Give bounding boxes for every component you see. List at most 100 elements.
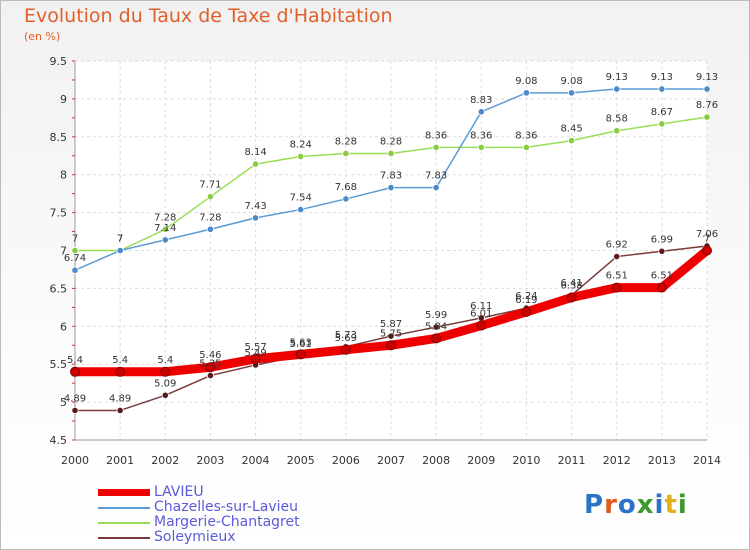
data-point — [206, 225, 215, 233]
data-label: 7 — [704, 234, 710, 245]
data-label: 8.76 — [696, 100, 718, 111]
data-point — [160, 366, 171, 377]
data-label: 9.08 — [560, 76, 582, 87]
y-tick-label: 9.5 — [50, 55, 68, 68]
data-label: 5.99 — [425, 310, 447, 321]
data-point — [703, 113, 711, 121]
data-label: 5.75 — [380, 328, 402, 339]
data-label: 5.87 — [380, 319, 402, 330]
logo-letter: P — [584, 490, 605, 520]
data-point — [477, 143, 485, 152]
data-label: 7.83 — [425, 171, 447, 182]
data-point — [161, 225, 169, 233]
data-point — [521, 306, 532, 317]
data-point — [71, 246, 79, 255]
data-label: 7 — [117, 234, 123, 245]
data-label: 6.11 — [470, 301, 492, 312]
data-label: 6.51 — [606, 271, 628, 282]
data-label: 7.68 — [335, 182, 357, 193]
data-label: 5.4 — [157, 355, 173, 366]
x-tick-label: 2012 — [603, 454, 631, 467]
data-label: 7.06 — [696, 229, 718, 240]
data-label: 5.49 — [244, 348, 266, 359]
legend-swatch-chazelles — [98, 507, 150, 509]
data-point — [387, 332, 395, 340]
data-point — [116, 246, 124, 255]
data-point — [251, 214, 260, 222]
data-label: 8.36 — [470, 130, 492, 141]
data-label: 6.99 — [651, 234, 673, 245]
data-point — [567, 136, 576, 145]
x-tick-label: 2001 — [106, 454, 134, 467]
data-label: 5.69 — [335, 333, 357, 344]
data-label: 8.58 — [606, 114, 628, 125]
data-point — [522, 89, 531, 97]
data-label: 6.01 — [470, 309, 492, 320]
data-point — [613, 252, 621, 261]
data-point — [611, 282, 622, 293]
y-tick-label: 7 — [60, 245, 67, 258]
data-label: 6.19 — [515, 295, 537, 306]
data-point — [71, 406, 79, 415]
x-tick-label: 2011 — [558, 454, 586, 467]
data-label: 9.08 — [515, 76, 537, 87]
y-tick-label: 5 — [60, 396, 67, 409]
legend-label-chazelles: Chazelles-sur-Lavieu — [154, 499, 299, 515]
x-tick-label: 2004 — [242, 454, 270, 467]
x-tick-label: 2002 — [151, 454, 179, 467]
data-label: 7.71 — [199, 180, 221, 191]
x-tick-label: 2007 — [377, 454, 405, 467]
data-point — [431, 333, 442, 344]
data-point — [387, 183, 395, 192]
data-point — [297, 205, 305, 214]
logo-letter: t — [664, 490, 678, 520]
data-point — [342, 195, 350, 203]
data-point — [116, 406, 124, 415]
data-point — [703, 85, 711, 93]
data-point — [477, 108, 485, 116]
data-label: 6.38 — [560, 280, 582, 291]
data-label: 6.51 — [651, 271, 673, 282]
logo-letter: r — [604, 490, 618, 520]
data-label: 6.74 — [64, 253, 86, 264]
y-tick-label: 5.5 — [50, 358, 68, 371]
data-label: 5.61 — [290, 339, 312, 350]
data-label: 8.28 — [380, 136, 402, 147]
data-point — [161, 391, 169, 399]
legend-swatch-margerie — [98, 522, 150, 524]
data-point — [658, 120, 666, 128]
data-label: 9.13 — [696, 72, 718, 83]
data-point — [432, 323, 440, 331]
data-point — [340, 344, 351, 355]
data-label: 6.92 — [606, 240, 628, 251]
x-tick-label: 2006 — [332, 454, 360, 467]
data-label: 9.13 — [651, 72, 673, 83]
data-point — [250, 353, 261, 364]
logo-letter: o — [617, 490, 637, 520]
data-point — [387, 149, 395, 158]
legend-label-soleymieux: Soleymieux — [154, 529, 236, 545]
data-label: 7.14 — [154, 223, 176, 234]
data-label: 5.57 — [244, 342, 266, 353]
y-tick-label: 8 — [60, 169, 67, 182]
y-tick-label: 8.5 — [50, 131, 68, 144]
legend-label-lavieu: LAVIEU — [154, 484, 204, 500]
data-label: 7.54 — [290, 193, 312, 204]
data-label: 8.67 — [651, 107, 673, 118]
data-point — [613, 85, 621, 93]
data-point — [295, 349, 306, 360]
logo-letter: i — [677, 490, 688, 520]
data-point — [161, 236, 169, 244]
data-label: 8.28 — [335, 136, 357, 147]
data-point — [70, 366, 80, 377]
data-label: 5.09 — [154, 378, 176, 389]
plot-area — [75, 61, 707, 440]
legend-label-margerie: Margerie-Chantagret — [154, 514, 300, 530]
y-tick-label: 6 — [60, 320, 67, 333]
data-point — [342, 149, 350, 158]
x-tick-label: 2010 — [512, 454, 540, 467]
data-point — [71, 266, 79, 274]
data-point — [613, 127, 621, 135]
x-tick-label: 2000 — [61, 454, 89, 467]
data-point — [206, 193, 215, 201]
